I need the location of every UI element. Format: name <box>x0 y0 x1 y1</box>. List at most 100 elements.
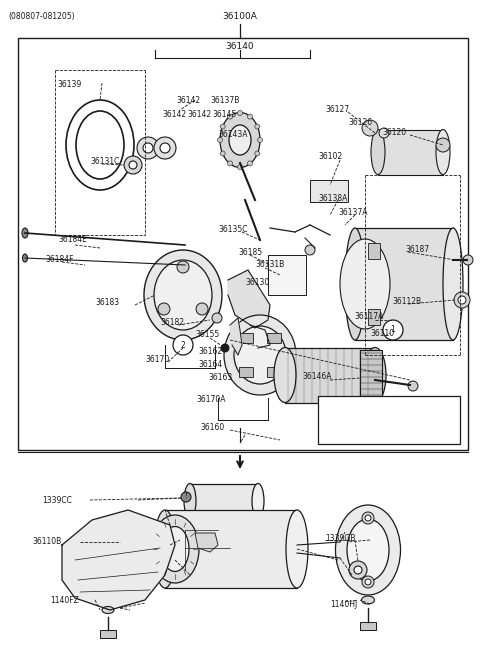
Bar <box>239 333 253 343</box>
Ellipse shape <box>229 125 251 155</box>
Bar <box>190 484 258 519</box>
Circle shape <box>365 515 371 521</box>
Circle shape <box>228 161 232 166</box>
Text: 36137B: 36137B <box>210 96 240 105</box>
Ellipse shape <box>76 111 124 179</box>
Circle shape <box>154 137 176 159</box>
Ellipse shape <box>364 348 386 403</box>
Ellipse shape <box>361 596 374 604</box>
Circle shape <box>228 114 232 119</box>
Ellipse shape <box>220 112 260 167</box>
Text: 36184F: 36184F <box>45 255 73 264</box>
Polygon shape <box>250 325 270 348</box>
Text: (080807-081205): (080807-081205) <box>8 12 74 21</box>
Circle shape <box>217 138 223 142</box>
Circle shape <box>454 292 470 308</box>
Circle shape <box>408 381 418 391</box>
Circle shape <box>255 151 260 156</box>
Circle shape <box>212 313 222 323</box>
Circle shape <box>248 161 252 166</box>
Polygon shape <box>62 510 175 610</box>
Ellipse shape <box>154 510 176 588</box>
Circle shape <box>124 156 142 174</box>
Circle shape <box>221 344 229 352</box>
Circle shape <box>220 151 225 156</box>
Circle shape <box>354 566 362 574</box>
Ellipse shape <box>151 515 199 583</box>
Circle shape <box>129 161 137 169</box>
Bar <box>355 228 453 340</box>
Ellipse shape <box>102 607 114 613</box>
Bar <box>18 38 468 450</box>
Ellipse shape <box>184 483 196 518</box>
Text: 36131B: 36131B <box>255 260 284 269</box>
Circle shape <box>436 138 450 152</box>
Circle shape <box>362 576 374 588</box>
Text: 36170A: 36170A <box>196 395 226 404</box>
Text: 36170: 36170 <box>145 355 169 364</box>
Ellipse shape <box>345 228 365 340</box>
Circle shape <box>220 124 225 129</box>
Circle shape <box>158 303 170 315</box>
Bar <box>239 367 253 377</box>
Ellipse shape <box>443 228 463 340</box>
Ellipse shape <box>436 129 450 174</box>
Ellipse shape <box>347 519 389 581</box>
Circle shape <box>255 124 260 129</box>
Text: 36117A: 36117A <box>354 312 384 321</box>
Text: 36131C: 36131C <box>90 157 120 166</box>
Circle shape <box>383 320 403 340</box>
Circle shape <box>160 143 170 153</box>
Text: 36137A: 36137A <box>338 208 368 217</box>
Circle shape <box>137 137 159 159</box>
Ellipse shape <box>224 315 296 395</box>
Text: THE NO.36111B : ①~②: THE NO.36111B : ①~② <box>326 420 414 429</box>
Text: 36146A: 36146A <box>302 372 332 381</box>
Text: 36185: 36185 <box>238 248 262 257</box>
Text: 36143A: 36143A <box>218 130 248 139</box>
Circle shape <box>463 255 473 265</box>
Ellipse shape <box>161 527 189 571</box>
Ellipse shape <box>274 348 296 403</box>
Polygon shape <box>195 533 218 552</box>
Text: 36142: 36142 <box>187 110 211 119</box>
Ellipse shape <box>234 326 286 384</box>
Text: 36187: 36187 <box>405 245 429 254</box>
Ellipse shape <box>22 228 28 238</box>
Text: 36184E: 36184E <box>58 235 87 244</box>
Text: 36130: 36130 <box>245 278 269 287</box>
Circle shape <box>181 492 191 502</box>
Circle shape <box>173 335 193 355</box>
Text: 2: 2 <box>180 340 185 350</box>
Bar <box>267 333 281 343</box>
Text: 1: 1 <box>391 325 396 335</box>
Text: 36127: 36127 <box>325 105 349 114</box>
Bar <box>285 348 375 403</box>
Text: 36120: 36120 <box>382 128 406 137</box>
Text: 36140: 36140 <box>226 42 254 51</box>
Text: 1140FZ: 1140FZ <box>50 596 79 605</box>
Text: NOTE: NOTE <box>326 406 351 415</box>
Circle shape <box>305 245 315 255</box>
Circle shape <box>143 143 153 153</box>
Polygon shape <box>230 318 242 355</box>
Bar <box>368 243 380 259</box>
Text: 36110B: 36110B <box>32 537 61 546</box>
Circle shape <box>362 120 378 136</box>
Circle shape <box>458 296 466 304</box>
Circle shape <box>349 561 367 579</box>
Bar <box>268 255 306 295</box>
Text: 36138A: 36138A <box>318 194 348 203</box>
Circle shape <box>362 512 374 524</box>
Text: 1339GB: 1339GB <box>325 534 355 543</box>
Circle shape <box>177 261 189 273</box>
Text: 36102: 36102 <box>318 152 342 161</box>
Text: 1339CC: 1339CC <box>42 496 72 505</box>
Ellipse shape <box>340 239 390 329</box>
Circle shape <box>238 110 242 115</box>
Ellipse shape <box>371 129 385 174</box>
Text: 36164: 36164 <box>198 360 222 369</box>
Circle shape <box>238 165 242 169</box>
FancyBboxPatch shape <box>318 396 460 444</box>
Bar <box>368 309 380 325</box>
